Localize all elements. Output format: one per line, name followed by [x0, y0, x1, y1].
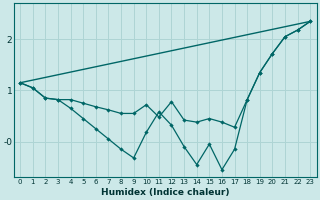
X-axis label: Humidex (Indice chaleur): Humidex (Indice chaleur): [101, 188, 229, 197]
